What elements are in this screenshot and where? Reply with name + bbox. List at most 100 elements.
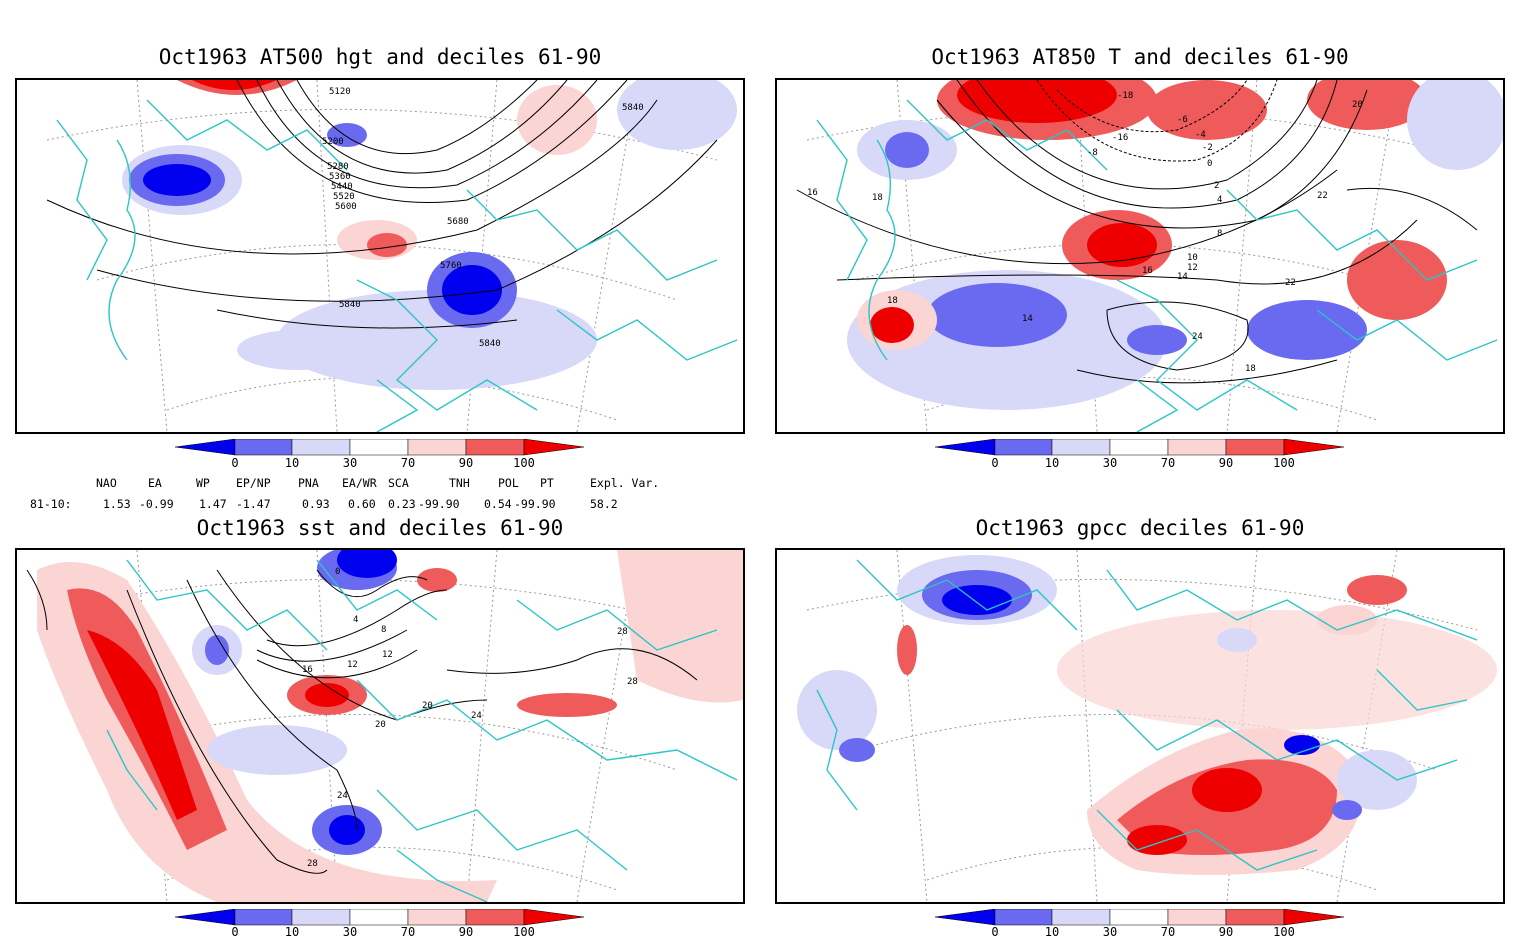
index-value-pt: -99.90 <box>514 497 556 511</box>
map-gpcc-svg <box>797 550 1497 902</box>
index-header-pt: PT <box>540 476 554 490</box>
contour-label: -8 <box>1087 148 1098 158</box>
colorbar-label: 70 <box>1160 456 1176 470</box>
contour-label: 5440 <box>331 182 353 192</box>
colorbar-label: 70 <box>400 456 416 470</box>
colorbar-top-left-svg <box>174 438 585 456</box>
colorbar-label: 90 <box>458 456 474 470</box>
map-panel-sst: 0 4 8 12 12 16 20 20 24 24 28 28 28 <box>15 548 745 904</box>
colorbar-bottom-right: 0 10 30 70 90 100 <box>934 908 1345 940</box>
contour-label: 18 <box>1245 364 1256 374</box>
index-header-epnp: EP/NP <box>236 476 271 490</box>
contour-label: 28 <box>617 627 628 637</box>
index-row-label: 81-10: <box>30 497 72 511</box>
contour-label: 22 <box>1285 278 1296 288</box>
contour-label: 28 <box>627 677 638 687</box>
contour-label: 12 <box>1187 263 1198 273</box>
contour-label: -18 <box>1117 91 1133 101</box>
index-value-pol: 0.54 <box>484 497 512 511</box>
colorbar-label: 30 <box>1102 925 1118 939</box>
colorbar-label: 0 <box>991 456 999 470</box>
map-sst-svg: 0 4 8 12 12 16 20 20 24 24 28 28 28 <box>26 550 743 902</box>
map-at500-svg: 5120 5200 5280 5360 5440 5520 5600 5680 … <box>17 80 743 432</box>
contour-label: 5680 <box>447 217 469 227</box>
colorbar-label: 70 <box>400 925 416 939</box>
index-value-pna: 0.93 <box>302 497 330 511</box>
index-header-tnh: TNH <box>449 476 470 490</box>
contour-label: 24 <box>1192 332 1203 342</box>
contour-label: 8 <box>381 625 386 635</box>
index-header-pna: PNA <box>298 476 319 490</box>
panel-2-title: Oct1963 AT850 T and deciles 61-90 <box>931 45 1349 69</box>
panel-3-title: Oct1963 sst and deciles 61-90 <box>196 516 564 540</box>
map-panel-at850: -18 -16 -8 -6 -4 -2 0 2 4 8 10 12 14 14 … <box>775 78 1505 434</box>
colorbar-label: 10 <box>1044 925 1060 939</box>
map-at850-svg: -18 -16 -8 -6 -4 -2 0 2 4 8 10 12 14 14 … <box>796 80 1503 432</box>
colorbar-label: 10 <box>1044 456 1060 470</box>
panel-1-title: Oct1963 AT500 hgt and deciles 61-90 <box>158 45 602 69</box>
contour-label: 0 <box>1207 159 1212 169</box>
contour-label: 14 <box>1022 314 1033 324</box>
contour-label: 4 <box>1217 195 1222 205</box>
contour-label: -2 <box>1202 143 1213 153</box>
contour-label: 5200 <box>322 137 344 147</box>
index-header-explvar: Expl. Var. <box>590 476 660 490</box>
contour-label: 2 <box>1214 181 1219 191</box>
contour-label: 24 <box>471 711 482 721</box>
contour-label: 5840 <box>339 300 361 310</box>
index-value-eawr: 0.60 <box>348 497 376 511</box>
contour-label: 8 <box>1217 229 1222 239</box>
contour-label: 12 <box>347 660 358 670</box>
colorbar-label: 30 <box>342 925 358 939</box>
index-header-ea: EA <box>148 476 162 490</box>
contour-label: 20 <box>1352 100 1363 110</box>
contour-label: 10 <box>1187 253 1198 263</box>
colorbar-label: 90 <box>1218 456 1234 470</box>
contour-label: 16 <box>302 665 313 675</box>
contour-label: 12 <box>382 650 393 660</box>
contour-label: 28 <box>307 859 318 869</box>
contour-label: -6 <box>1177 115 1188 125</box>
colorbar-label: 10 <box>284 925 300 939</box>
index-value-nao: 1.53 <box>103 497 131 511</box>
contour-label: 18 <box>872 193 883 203</box>
contour-label: 18 <box>887 296 898 306</box>
colorbar-label: 0 <box>991 925 999 939</box>
map-panel-gpcc <box>775 548 1505 904</box>
contour-label: 5840 <box>479 339 501 349</box>
map-panel-at500: 5120 5200 5280 5360 5440 5520 5600 5680 … <box>15 78 745 434</box>
contour-label: 5360 <box>329 172 351 182</box>
index-header-sca: SCA <box>388 476 409 490</box>
contour-label: 0 <box>335 567 340 577</box>
colorbar-bottom-left: 0 10 30 70 90 100 <box>174 908 585 940</box>
index-header-nao: NAO <box>96 476 117 490</box>
colorbar-label: 70 <box>1160 925 1176 939</box>
colorbar-top-left: 0 10 30 70 90 100 <box>174 438 585 475</box>
contour-label: 16 <box>807 188 818 198</box>
contour-label: 5280 <box>327 162 349 172</box>
index-value-wp: 1.47 <box>199 497 227 511</box>
colorbar-label: 10 <box>284 456 300 470</box>
contour-label: 24 <box>337 791 348 801</box>
contour-label: 5120 <box>329 87 351 97</box>
panel-4-title: Oct1963 gpcc deciles 61-90 <box>975 516 1305 540</box>
contour-label: 16 <box>1142 266 1153 276</box>
colorbar-label: 0 <box>231 925 239 939</box>
colorbar-label: 30 <box>342 456 358 470</box>
contour-label: 20 <box>375 720 386 730</box>
colorbar-label: 100 <box>513 925 535 939</box>
contour-label: 4 <box>353 615 358 625</box>
index-value-explvar: 58.2 <box>590 497 618 511</box>
index-value-epnp: -1.47 <box>236 497 271 511</box>
colorbar-label: 90 <box>458 925 474 939</box>
colorbar-label: 100 <box>1273 456 1295 470</box>
colorbar-bottom-right-svg <box>934 908 1345 926</box>
colorbar-bottom-left-svg <box>174 908 585 926</box>
index-header-pol: POL <box>498 476 519 490</box>
index-header-eawr: EA/WR <box>342 476 377 490</box>
colorbar-label: 30 <box>1102 456 1118 470</box>
contour-label: 20 <box>422 701 433 711</box>
colorbar-label: 100 <box>1273 925 1295 939</box>
index-value-ea: -0.99 <box>139 497 174 511</box>
contour-label: 5760 <box>440 261 462 271</box>
